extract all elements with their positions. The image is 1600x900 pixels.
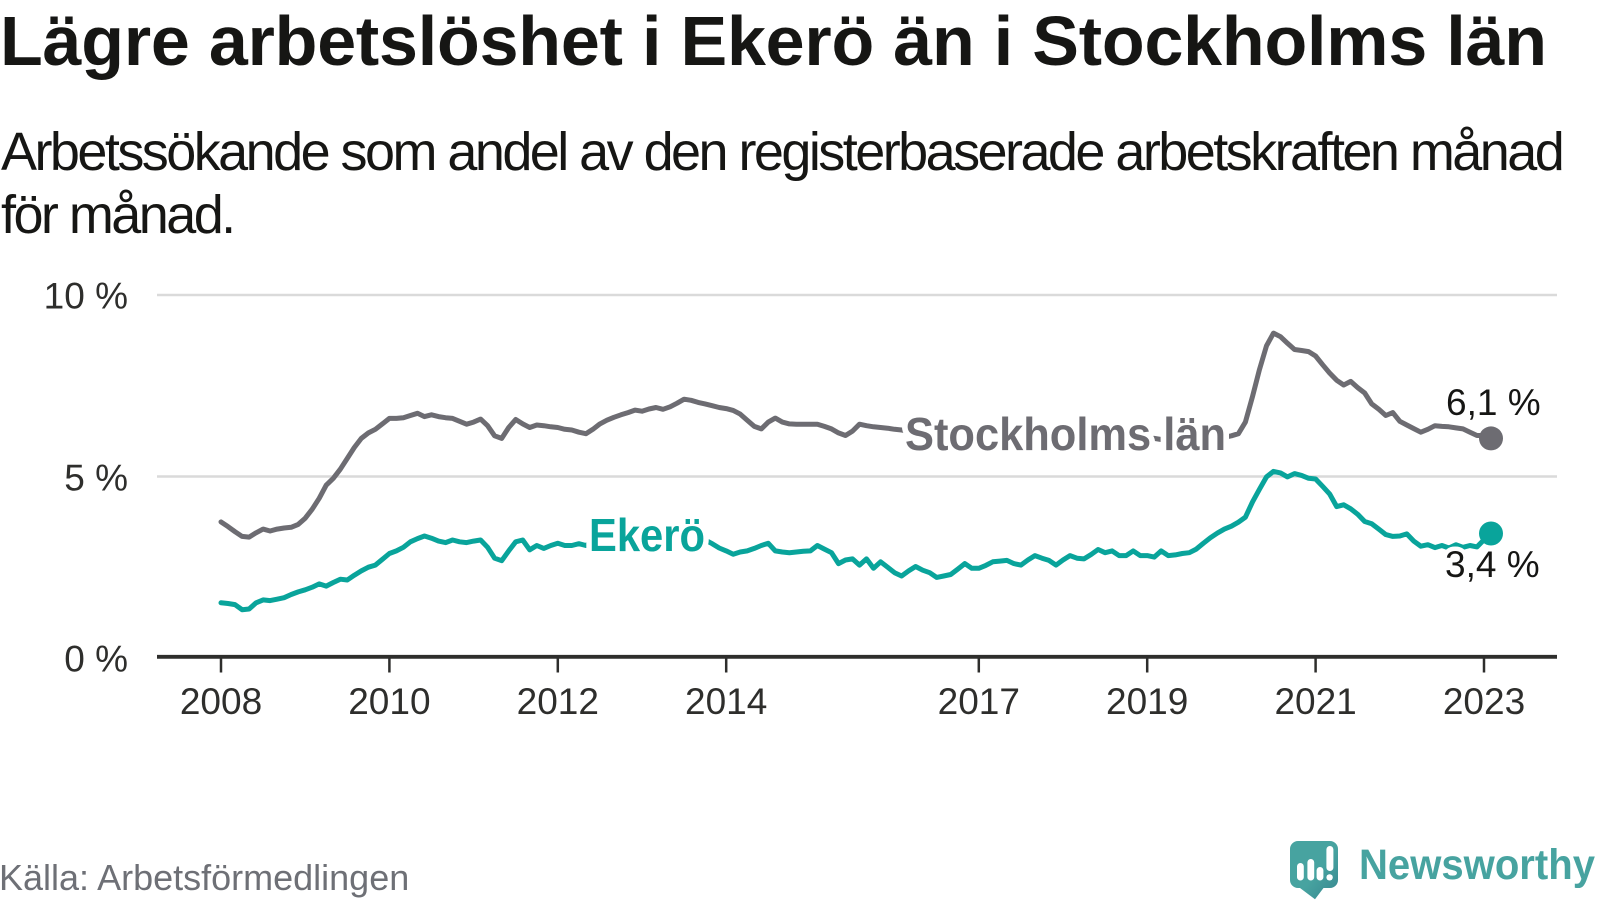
svg-text:2021: 2021 xyxy=(1274,681,1356,722)
svg-text:2014: 2014 xyxy=(685,681,767,722)
svg-text:2008: 2008 xyxy=(180,681,262,722)
svg-text:5 %: 5 % xyxy=(64,458,128,499)
svg-text:2019: 2019 xyxy=(1106,681,1188,722)
svg-text:Ekerö: Ekerö xyxy=(589,509,705,561)
svg-text:Stockholms län: Stockholms län xyxy=(905,408,1226,460)
svg-text:Newsworthy: Newsworthy xyxy=(1359,841,1595,889)
svg-text:2012: 2012 xyxy=(517,681,599,722)
svg-text:2010: 2010 xyxy=(348,681,430,722)
svg-text:3,4 %: 3,4 % xyxy=(1445,544,1540,585)
svg-text:0 %: 0 % xyxy=(64,639,128,680)
svg-text:10 %: 10 % xyxy=(44,276,128,317)
svg-text:2017: 2017 xyxy=(938,681,1020,722)
svg-text:6,1 %: 6,1 % xyxy=(1446,382,1541,423)
svg-text:2023: 2023 xyxy=(1443,681,1525,722)
